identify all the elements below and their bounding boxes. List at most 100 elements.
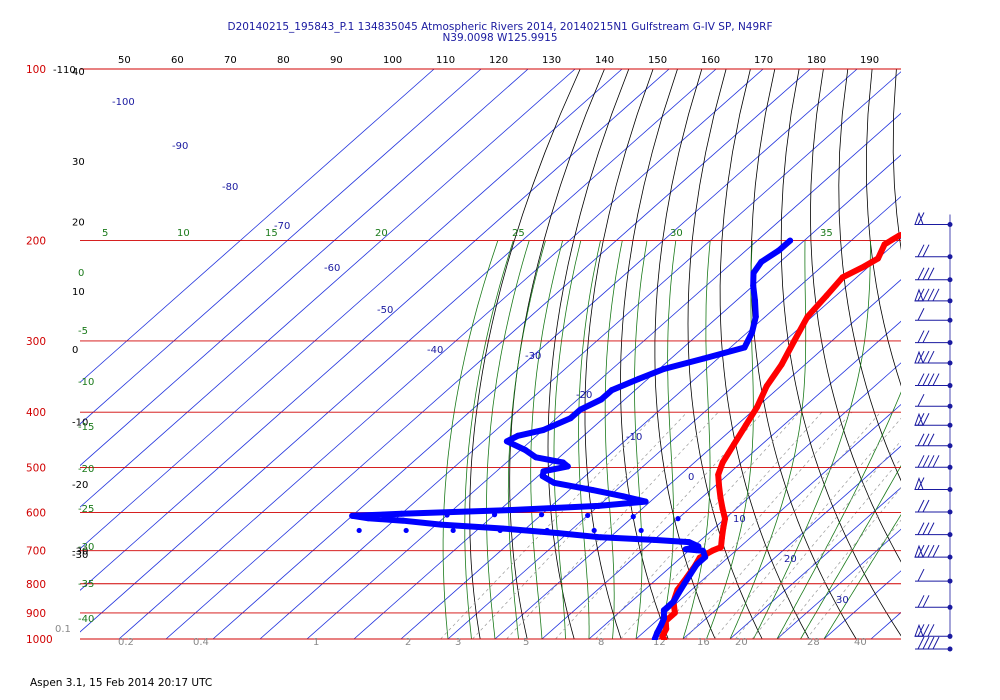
isotherm-line (682, 445, 901, 640)
top-tick-label: 150 (648, 55, 667, 66)
wind-barb-feather (927, 544, 935, 558)
dewpoint-point (660, 366, 667, 373)
dewpoint-point (598, 396, 605, 403)
isotherm-line (80, 69, 482, 425)
title-line-2: N39.0098 W125.9915 (442, 32, 558, 44)
dry-adiabat-line (892, 69, 901, 251)
dewpoint-point (585, 512, 591, 519)
adiabat-label: 20 (375, 228, 388, 239)
moist-adiabat-label: -5 (78, 326, 88, 337)
temperature-point (791, 337, 798, 344)
dewpoint-point (349, 512, 356, 519)
temperature-point (778, 361, 785, 368)
dewpoint-point (630, 514, 636, 520)
isotherm-line (80, 69, 717, 633)
pressure-tick-label: 300 (26, 336, 46, 348)
left-tick-label: -30 (72, 550, 88, 561)
wind-barb-feather (922, 433, 930, 446)
wind-barb-pennant (914, 350, 924, 364)
dewpoint-point (686, 539, 693, 546)
dewpoint-point (403, 527, 409, 534)
mixing-ratio-line (685, 411, 881, 640)
dewpoint-point (654, 629, 661, 636)
dewpoint-point (681, 580, 688, 587)
dry-adiabat-line (919, 69, 1000, 639)
dewpoint-point (741, 344, 748, 351)
wind-barb (915, 499, 953, 515)
wind-barb-feather (917, 568, 925, 582)
pressure-tick-label: 500 (26, 462, 46, 474)
isotherm-line (541, 320, 901, 640)
chart-title: D20140215_195843_P.1 134835045 Atmospher… (0, 22, 1000, 44)
wind-barb-pennant (914, 212, 924, 226)
left-tick-label: -20 (72, 480, 88, 491)
wind-barb-feather (922, 288, 930, 302)
temperature-point (661, 636, 668, 640)
wind-barb-layer (914, 212, 953, 652)
wind-barb-feather (917, 522, 925, 535)
temperature-point (720, 525, 727, 532)
wind-barb-feather (917, 244, 925, 257)
dewpoint-point (776, 247, 783, 254)
top-tick-label: 170 (754, 55, 773, 66)
top-tick-label: 180 (807, 55, 826, 66)
adiabat-label: 25 (512, 228, 525, 239)
isotherm-line (80, 69, 576, 508)
pressure-tick-label: 1000 (26, 634, 53, 646)
dewpoint-point (635, 376, 642, 383)
pressure-tick-label: 200 (26, 236, 46, 248)
dry-adiabat-line (969, 69, 1000, 639)
temperature-point (924, 225, 930, 231)
isotherm-label: -20 (576, 390, 592, 401)
dewpoint-point (660, 607, 667, 614)
wind-barb-feather (927, 433, 935, 446)
dewpoint-point (699, 547, 706, 554)
dewpoint-point (608, 387, 615, 394)
top-tick-label: 110 (436, 55, 455, 66)
temperature-point (763, 383, 770, 390)
wind-barb-feather (922, 373, 930, 386)
moist-adiabat-label: -40 (78, 614, 94, 625)
wind-barb-feather (922, 522, 930, 535)
wind-barb (914, 288, 953, 304)
top-tick-label: 60 (171, 55, 184, 66)
top-tick-label: 80 (277, 55, 290, 66)
dewpoint-point (491, 512, 498, 518)
dewpoint-point (551, 479, 558, 486)
isobar-layer (80, 68, 901, 640)
dewpoint-point (538, 512, 545, 518)
temperature-point (874, 255, 881, 262)
wind-barb-pennant (914, 544, 924, 558)
wind-barb-feather (927, 455, 935, 468)
moist-adiabat-label: 0 (78, 268, 84, 279)
mixing-ratio-label: 5 (523, 637, 529, 648)
dry-adiabat-line (809, 69, 901, 563)
mixing-ratio-label: 28 (807, 637, 820, 648)
wind-barb-pennant (914, 623, 924, 637)
dewpoint-point (635, 496, 642, 503)
dewpoint-point (559, 459, 566, 466)
wind-barb (915, 433, 953, 449)
wind-barb (915, 393, 953, 409)
isotherm-line (729, 487, 901, 640)
adiabat-label: 15 (265, 228, 278, 239)
wind-barb-feather (917, 595, 925, 608)
isotherm-line (353, 154, 901, 640)
wind-barb-pennant (914, 477, 924, 490)
temperature-point (742, 422, 749, 429)
dewpoint-point (748, 329, 755, 336)
footer-credit: Aspen 3.1, 15 Feb 2014 20:17 UTC (30, 677, 213, 689)
dewpoint-point (687, 571, 694, 578)
wind-barb-feather (927, 288, 935, 302)
dewpoint-point (787, 237, 794, 244)
dewpoint-point (758, 258, 765, 265)
mixing-ratio-label: 0.1 (55, 624, 71, 635)
dewpoint-point (642, 498, 649, 505)
wind-barb (915, 330, 953, 346)
temperature-point (719, 505, 726, 512)
wind-barb-feather (917, 267, 925, 280)
moist-adiabat-line (530, 240, 563, 640)
left-tick-label: -110 (53, 65, 76, 76)
temperature-point (709, 547, 716, 554)
left-tick-label: -30 (72, 547, 88, 558)
